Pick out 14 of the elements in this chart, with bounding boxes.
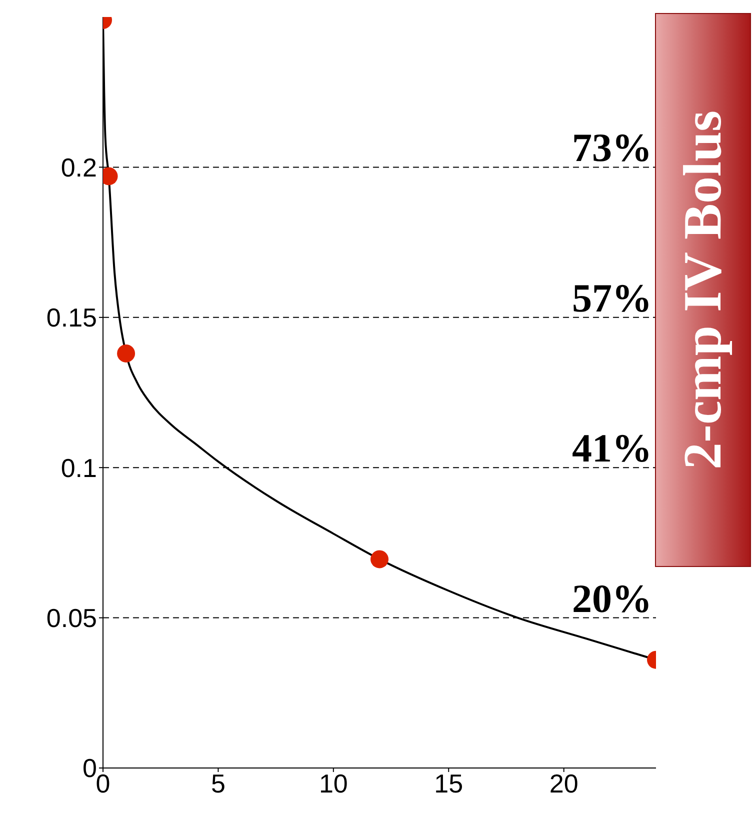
annotation: 20% — [572, 576, 652, 621]
label-box: 2-cmp IV Bolus — [655, 13, 751, 567]
point — [370, 550, 388, 568]
y-tick-label: 0.2 — [60, 152, 97, 182]
annotation: 41% — [572, 426, 652, 471]
y-tick-label: 0.15 — [46, 302, 97, 333]
x-tick-label: 10 — [318, 768, 348, 798]
annotation: 73% — [572, 125, 652, 170]
x-tick-label: 20 — [549, 768, 578, 798]
y-tick-label: 0.05 — [46, 603, 97, 634]
annotation: 57% — [572, 275, 652, 320]
x-tick-label: 15 — [434, 768, 464, 798]
y-tick-label: 0.1 — [60, 452, 97, 483]
x-tick-label: 5 — [210, 768, 226, 798]
